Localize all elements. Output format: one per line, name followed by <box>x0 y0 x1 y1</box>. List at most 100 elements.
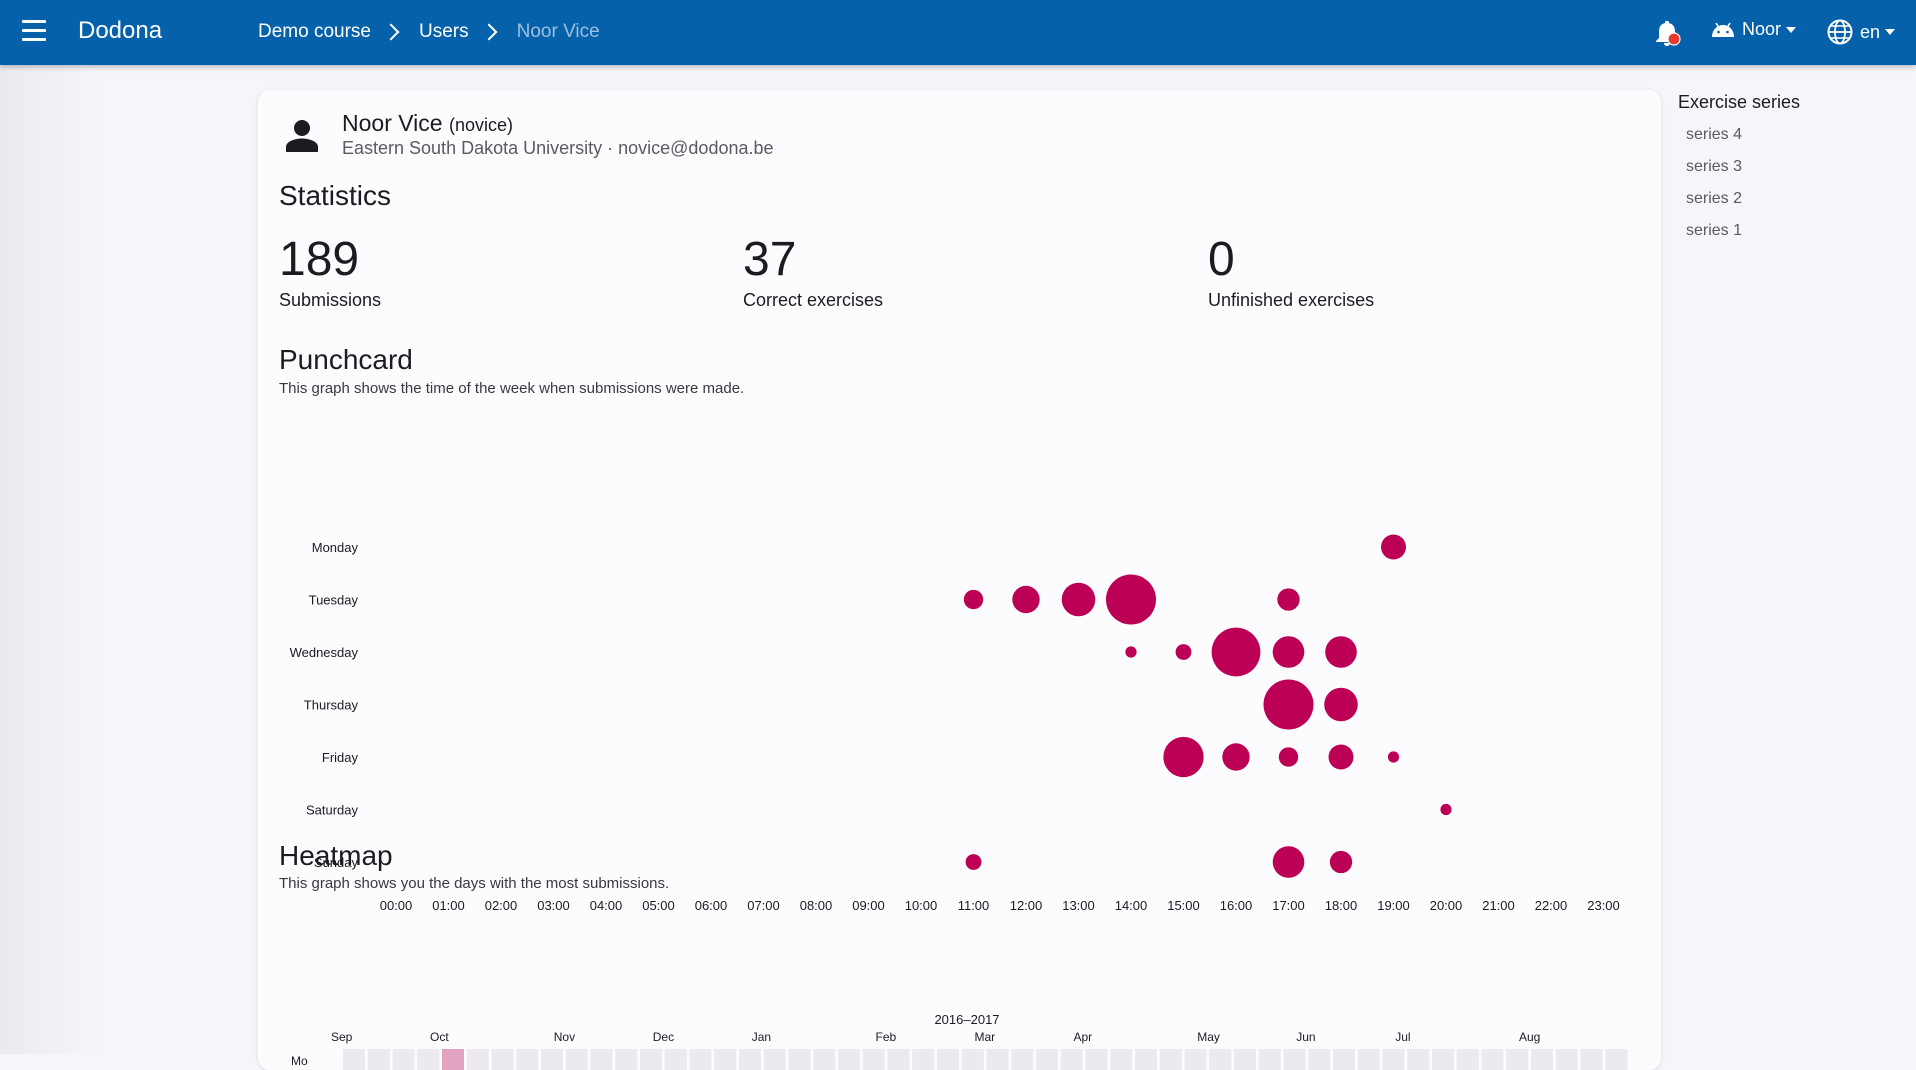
heatmap-cell[interactable] <box>1184 1049 1207 1070</box>
heatmap-cell[interactable] <box>887 1049 910 1070</box>
language-menu[interactable]: en <box>1826 18 1896 46</box>
breadcrumb-course[interactable]: Demo course <box>258 21 371 42</box>
heatmap-cell[interactable] <box>1159 1049 1182 1070</box>
punchcard-hour-label: 02:00 <box>485 898 518 913</box>
heatmap-cell[interactable] <box>813 1049 836 1070</box>
heatmap-cell[interactable] <box>1085 1049 1108 1070</box>
heatmap-cell[interactable] <box>1432 1049 1454 1070</box>
heatmap-cell[interactable] <box>1506 1049 1529 1070</box>
heatmap-cell[interactable] <box>689 1049 712 1070</box>
punchcard-point[interactable] <box>1325 636 1357 668</box>
heatmap-cell[interactable] <box>491 1049 514 1070</box>
heatmap-cell[interactable] <box>838 1049 860 1070</box>
heatmap-title: 2016–2017 <box>934 1012 999 1027</box>
punchcard-point[interactable] <box>1387 751 1400 763</box>
heatmap-cell[interactable] <box>1382 1049 1405 1070</box>
heatmap-cell[interactable] <box>1060 1049 1083 1070</box>
punchcard-hour-label: 11:00 <box>958 898 990 913</box>
punchcard-point[interactable] <box>1125 646 1137 658</box>
heatmap-cell[interactable] <box>1456 1049 1479 1070</box>
heatmap-cell[interactable] <box>986 1049 1009 1070</box>
heatmap-cell[interactable] <box>392 1049 415 1070</box>
user-menu[interactable]: Noor <box>1710 19 1797 40</box>
heatmap-cell[interactable] <box>442 1049 464 1070</box>
heatmap-cell[interactable] <box>367 1049 390 1070</box>
punchcard-point[interactable] <box>965 854 982 870</box>
breadcrumb: Demo course Users Noor Vice <box>258 21 600 43</box>
heatmap-cell[interactable] <box>417 1049 440 1070</box>
heatmap-cell[interactable] <box>565 1049 588 1070</box>
punchcard-point[interactable] <box>1175 644 1192 660</box>
punchcard-point[interactable] <box>1106 574 1156 625</box>
heatmap-cell[interactable] <box>1407 1049 1430 1070</box>
heatmap-cell[interactable] <box>763 1049 786 1070</box>
punchcard-point[interactable] <box>1012 585 1040 614</box>
heatmap-cell[interactable] <box>590 1049 613 1070</box>
punchcard-hour-label: 00:00 <box>380 898 413 913</box>
punchcard-point[interactable] <box>1278 747 1299 767</box>
punchcard-point[interactable] <box>1324 687 1358 722</box>
heatmap-cell[interactable] <box>640 1049 662 1070</box>
punchcard-point[interactable] <box>963 589 984 610</box>
heatmap-cell[interactable] <box>1605 1049 1628 1070</box>
heatmap-cell[interactable] <box>1481 1049 1504 1070</box>
heatmap-cell[interactable] <box>466 1049 489 1070</box>
heatmap-month-label: Jun <box>1296 1030 1315 1044</box>
stat-value: 0 <box>1208 233 1235 286</box>
series-nav-item[interactable]: series 4 <box>1686 126 1743 143</box>
heatmap-cell[interactable] <box>1036 1049 1058 1070</box>
punchcard-hour-label: 14:00 <box>1115 898 1148 913</box>
heatmap-cell[interactable] <box>1283 1049 1306 1070</box>
heatmap-cell[interactable] <box>961 1049 984 1070</box>
punchcard-hour-label: 15:00 <box>1167 898 1200 913</box>
heatmap-chart: 2016–2017 Sep Oct Nov Dec Jan Feb Mar Apr May Jun J… <box>291 1012 1628 1070</box>
series-nav-item[interactable]: series 3 <box>1686 158 1743 175</box>
punchcard-point[interactable] <box>1222 743 1250 771</box>
punchcard-point[interactable] <box>1211 627 1261 677</box>
heatmap-cell[interactable] <box>1333 1049 1355 1070</box>
heatmap-cell[interactable] <box>912 1049 935 1070</box>
heatmap-cell[interactable] <box>1357 1049 1380 1070</box>
heatmap-cell[interactable] <box>664 1049 687 1070</box>
heatmap-cell[interactable] <box>862 1049 885 1070</box>
heatmap-cell[interactable] <box>343 1049 365 1070</box>
series-nav-item[interactable]: series 1 <box>1686 222 1743 239</box>
punchcard-point[interactable] <box>1263 679 1314 730</box>
series-nav-item[interactable]: series 2 <box>1686 190 1743 207</box>
heatmap-cell[interactable] <box>1209 1049 1232 1070</box>
heatmap-cell[interactable] <box>1258 1049 1281 1070</box>
heatmap-cell[interactable] <box>937 1049 959 1070</box>
heatmap-cell[interactable] <box>1580 1049 1603 1070</box>
punchcard-point[interactable] <box>1061 582 1096 617</box>
notifications-button[interactable] <box>1652 18 1682 48</box>
punchcard-point[interactable] <box>1277 588 1300 611</box>
heatmap-cell[interactable] <box>1110 1049 1133 1070</box>
punchcard-hour-label: 21:00 <box>1482 898 1515 913</box>
punchcard-hour-label: 17:00 <box>1272 898 1305 913</box>
breadcrumb-users[interactable]: Users <box>419 21 469 42</box>
punchcard-point[interactable] <box>1381 534 1406 560</box>
punchcard-point[interactable] <box>1272 636 1305 668</box>
heatmap-cell[interactable] <box>1135 1049 1157 1070</box>
heatmap-cell[interactable] <box>1531 1049 1553 1070</box>
punchcard-point[interactable] <box>1329 850 1353 874</box>
heatmap-cell[interactable] <box>516 1049 539 1070</box>
heatmap-cell[interactable] <box>1555 1049 1578 1070</box>
punchcard-point[interactable] <box>1272 846 1305 878</box>
punchcard-point[interactable] <box>1440 803 1452 816</box>
punchcard-hour-label: 03:00 <box>537 898 570 913</box>
heatmap-cell[interactable] <box>1011 1049 1034 1070</box>
user-full-name: Noor Vice <box>342 110 443 136</box>
heatmap-cell[interactable] <box>739 1049 761 1070</box>
heatmap-cell[interactable] <box>1308 1049 1331 1070</box>
heatmap-cell[interactable] <box>615 1049 638 1070</box>
heatmap-cell[interactable] <box>541 1049 563 1070</box>
punchcard-point[interactable] <box>1163 736 1204 778</box>
heatmap-cell[interactable] <box>1234 1049 1256 1070</box>
heatmap-cell[interactable] <box>788 1049 811 1070</box>
punchcard-point[interactable] <box>1328 744 1354 770</box>
brand-logo[interactable]: Dodona <box>78 17 163 44</box>
heatmap-cell[interactable] <box>714 1049 737 1070</box>
heatmap-month-label: Nov <box>554 1030 575 1044</box>
menu-icon[interactable] <box>20 20 48 44</box>
